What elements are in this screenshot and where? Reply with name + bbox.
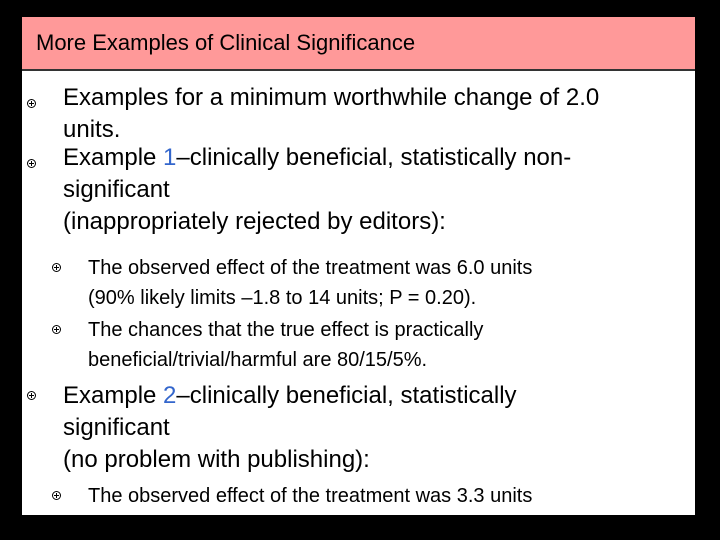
bullet-line: Example 1–clinically beneficial, statist… <box>63 142 571 174</box>
bullet-item-1: Examples for a minimum worthwhile change… <box>63 82 599 146</box>
sub-bullet-item-2: The chances that the true effect is prac… <box>88 315 483 375</box>
bullet-line: The observed effect of the treatment was… <box>88 485 533 507</box>
bullet-line: (90% likely limits –1.8 to 14 units; P =… <box>88 287 477 309</box>
title-bar: More Examples of Clinical Significance <box>22 17 695 71</box>
sub-bullet-item-3: The observed effect of the treatment was… <box>88 481 532 511</box>
bullet-icon <box>27 99 36 108</box>
example-prefix: Example <box>63 144 164 171</box>
bullet-line: (inappropriately rejected by editors): <box>63 208 446 235</box>
example-number: 2 <box>163 382 177 409</box>
bullet-line: The chances that the true effect is prac… <box>88 319 484 341</box>
example-heading: –clinically beneficial, statistically <box>176 382 517 409</box>
bullet-line: units. <box>63 116 121 143</box>
example-prefix: Example <box>63 382 164 409</box>
sub-bullet-item-1: The observed effect of the treatment was… <box>88 253 532 313</box>
bullet-icon <box>52 325 61 334</box>
bullet-line: (no problem with publishing): <box>63 446 370 473</box>
bullet-line: beneficial/trivial/harmful are 80/15/5%. <box>88 349 428 371</box>
bullet-line: The observed effect of the treatment was… <box>88 257 533 279</box>
bullet-line: Examples for a minimum worthwhile change… <box>63 84 600 111</box>
bullet-icon <box>52 263 61 272</box>
bullet-icon <box>27 391 36 400</box>
bullet-icon <box>27 159 36 168</box>
bullet-item-3: Example 2–clinically beneficial, statist… <box>63 380 517 476</box>
bullet-icon <box>52 491 61 500</box>
bullet-line: Example 2–clinically beneficial, statist… <box>63 380 517 412</box>
bullet-line: significant <box>63 176 170 203</box>
slide-title: More Examples of Clinical Significance <box>36 30 416 55</box>
example-number: 1 <box>163 144 177 171</box>
example-heading: –clinically beneficial, statistically no… <box>176 144 572 171</box>
bullet-item-2: Example 1–clinically beneficial, statist… <box>63 142 571 238</box>
bullet-line: significant <box>63 414 170 441</box>
slide: More Examples of Clinical Significance E… <box>22 17 695 515</box>
